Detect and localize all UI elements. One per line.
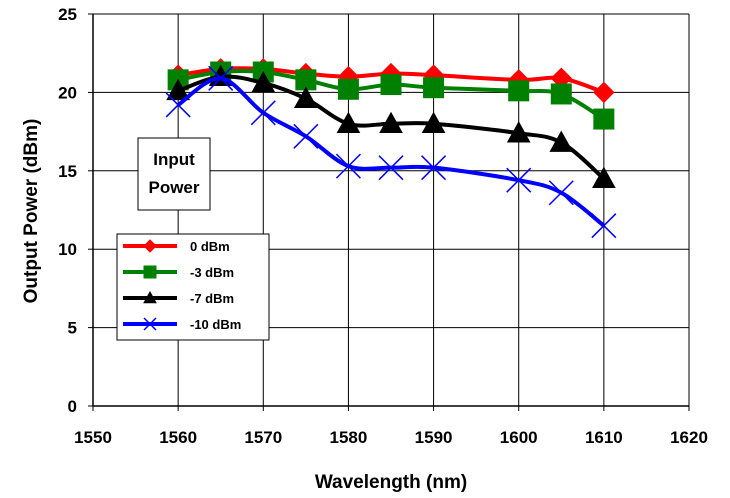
series-4 [165, 65, 617, 239]
x-tick-label: 1560 [159, 428, 197, 447]
data-point-x [293, 123, 319, 149]
series-line [177, 74, 606, 181]
data-point-x [421, 155, 447, 181]
legend-label: -10 dBm [190, 317, 241, 332]
y-tick-label: 25 [58, 5, 77, 24]
data-point-square [337, 78, 359, 100]
data-point-x [208, 65, 234, 91]
x-tick-label: 1570 [244, 428, 282, 447]
data-point-square [593, 108, 615, 130]
data-point-triangle [506, 121, 531, 143]
data-point-x [250, 100, 276, 126]
y-axis-title: Output Power (dBm) [21, 119, 42, 304]
data-point-x-stroke [378, 155, 404, 181]
series-3 [166, 64, 616, 188]
data-point-square [508, 80, 530, 102]
data-point-triangle [143, 290, 157, 304]
legend-label: 0 dBm [190, 239, 230, 254]
x-axis-title: Wavelength (nm) [315, 472, 467, 493]
data-point-x-stroke [143, 317, 157, 331]
y-tick-label: 20 [58, 83, 77, 102]
data-point-triangle [166, 78, 190, 101]
legend-item: -3 dBm [123, 265, 234, 280]
data-point-x-stroke [165, 92, 191, 118]
data-point-x [335, 153, 361, 179]
data-point-triangle [592, 166, 616, 188]
data-point-square [423, 77, 445, 99]
legend-item: -7 dBm [123, 290, 234, 306]
y-tick-label: 15 [58, 162, 77, 181]
x-tick-label: 1620 [670, 428, 708, 447]
legend-label: -7 dBm [190, 291, 234, 306]
data-point-triangle [421, 111, 446, 134]
data-point-square [143, 265, 157, 279]
data-point-diamond [143, 239, 157, 253]
y-tick-label: 0 [68, 397, 77, 416]
data-point-x-stroke [250, 100, 276, 126]
legend-item: -10 dBm [123, 317, 241, 332]
x-tick-label: 1610 [585, 428, 623, 447]
data-point-x [143, 317, 157, 331]
series-line [176, 76, 606, 228]
data-point-x [165, 92, 191, 118]
data-point-x [506, 167, 532, 193]
data-point-x-stroke [421, 155, 447, 181]
series-line [177, 69, 605, 121]
data-point-x [548, 180, 574, 206]
input-power-note-line1: Input [153, 150, 195, 169]
input-power-note: Input Power [137, 137, 211, 211]
data-point-square [550, 83, 572, 105]
data-point-triangle [294, 86, 318, 108]
data-point-square [380, 74, 402, 96]
data-point-x-stroke [591, 213, 617, 239]
series-2 [167, 61, 615, 130]
data-point-triangle [251, 70, 276, 93]
data-point-x [378, 155, 404, 181]
legend: 0 dBm -3 dBm -7 dBm -10 dBm [116, 233, 270, 341]
x-tick-label: 1590 [415, 428, 453, 447]
input-power-note-box [137, 137, 211, 211]
data-point-triangle [549, 130, 574, 152]
axes [88, 13, 690, 411]
x-tick-label: 1600 [500, 428, 538, 447]
data-point-x-stroke [548, 180, 574, 206]
x-tick-label: 1550 [74, 428, 112, 447]
tick-labels: 1550 1560 1570 1580 1590 1600 1610 1620 0 5 10 15 20… [58, 5, 708, 447]
x-tick-label: 1580 [330, 428, 368, 447]
data-point-x-stroke [208, 65, 234, 91]
y-tick-label: 5 [68, 319, 77, 338]
data-point-x [591, 213, 617, 239]
series [165, 58, 617, 239]
data-point-diamond [593, 81, 615, 104]
data-point-x-stroke [293, 123, 319, 149]
legend-item: 0 dBm [123, 239, 230, 254]
y-tick-label: 10 [58, 240, 77, 259]
data-point-x-stroke [506, 167, 532, 193]
legend-label: -3 dBm [190, 265, 234, 280]
data-point-x-stroke [335, 153, 361, 179]
input-power-note-line2: Power [148, 178, 199, 197]
data-point-triangle [336, 111, 361, 134]
series-line [177, 66, 605, 95]
data-point-triangle [379, 111, 403, 134]
